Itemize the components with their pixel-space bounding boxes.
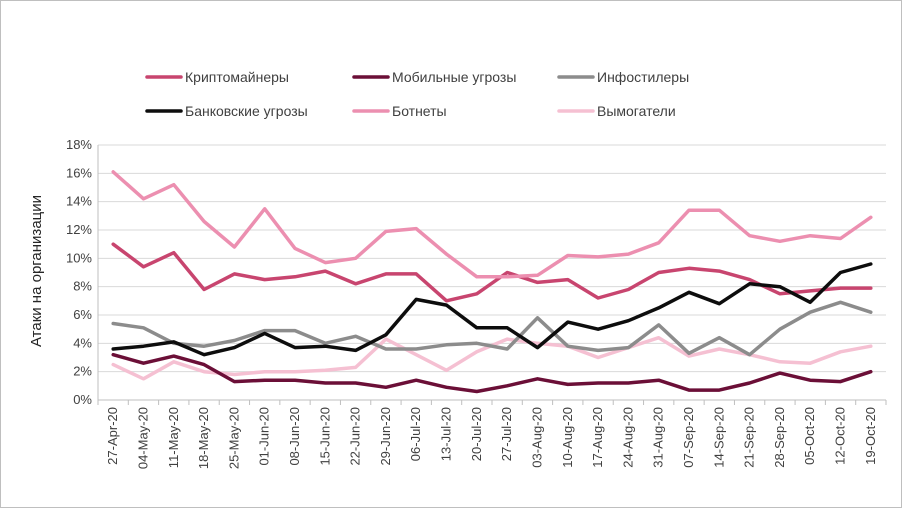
x-tick-labels: 27-Apr-20 04-May-20 11-May-20 18-May-20 25-M… — [105, 407, 878, 469]
x-tick-label: 05-Oct-20 — [802, 407, 817, 465]
y-tick-label: 14% — [66, 194, 92, 209]
y-tick-label: 6% — [73, 307, 92, 322]
series-line — [111, 262, 873, 357]
x-tick-label: 25-May-20 — [226, 407, 241, 469]
x-tick-label: 27-Apr-20 — [105, 407, 120, 465]
series-line — [111, 352, 873, 394]
x-tick-label: 11-May-20 — [166, 407, 181, 468]
series-line — [111, 335, 873, 381]
x-tick-label: 12-Oct-20 — [833, 407, 848, 465]
legend-label: Ботнеты — [392, 103, 447, 119]
x-tick-label: 15-Jun-20 — [317, 407, 332, 466]
x-tick-label: 10-Aug-20 — [560, 407, 575, 468]
series-lines — [111, 170, 873, 394]
legend-label: Мобильные угрозы — [392, 69, 516, 85]
legend-label: Банковские угрозы — [185, 103, 308, 119]
y-tick-labels: 0% 2% 4% 6% 8% 10% 12% 14% 16% 18% — [66, 137, 92, 407]
x-tick-label: 20-Jul-20 — [469, 407, 484, 461]
legend-label: Вымогатели — [597, 103, 676, 119]
x-tick-label: 08-Jun-20 — [287, 407, 302, 466]
x-tick-label: 07-Sep-20 — [681, 407, 696, 468]
x-tick-label: 14-Sep-20 — [711, 407, 726, 468]
x-tick-label: 24-Aug-20 — [620, 407, 635, 468]
x-tick-label: 27-Jul-20 — [499, 407, 514, 461]
legend-label: Криптомайнеры — [185, 69, 289, 85]
x-tick-label: 04-May-20 — [135, 407, 150, 469]
y-tick-label: 16% — [66, 165, 92, 180]
series-line — [111, 242, 873, 303]
y-tick-label: 8% — [73, 279, 92, 294]
axes — [97, 145, 887, 405]
series-line — [111, 170, 873, 279]
x-tick-label: 13-Jul-20 — [439, 407, 454, 461]
y-tick-label: 12% — [66, 222, 92, 237]
gridlines — [98, 144, 886, 373]
legend: Криптомайнеры Мобильные угрозы Инфостилеры… — [145, 69, 689, 119]
y-tick-label: 4% — [73, 335, 92, 350]
x-tick-label: 21-Sep-20 — [742, 407, 757, 468]
y-axis-label: Атаки на организации — [28, 195, 45, 347]
x-tick-label: 28-Sep-20 — [772, 407, 787, 468]
x-tick-label: 19-Oct-20 — [863, 407, 878, 465]
y-tick-label: 10% — [66, 250, 92, 265]
x-tick-label: 18-May-20 — [196, 407, 211, 469]
x-tick-label: 22-Jun-20 — [348, 407, 363, 466]
y-tick-label: 18% — [66, 137, 92, 152]
x-tick-label: 29-Jun-20 — [378, 407, 393, 466]
x-tick-label: 06-Jul-20 — [408, 407, 423, 461]
series-line — [111, 300, 873, 357]
x-tick-label: 01-Jun-20 — [257, 407, 272, 466]
x-tick-label: 17-Aug-20 — [590, 407, 605, 468]
x-tick-label: 03-Aug-20 — [529, 407, 544, 468]
legend-label: Инфостилеры — [597, 69, 689, 85]
x-tick-label: 31-Aug-20 — [651, 407, 666, 468]
y-tick-label: 0% — [73, 392, 92, 407]
y-tick-label: 2% — [73, 364, 92, 379]
